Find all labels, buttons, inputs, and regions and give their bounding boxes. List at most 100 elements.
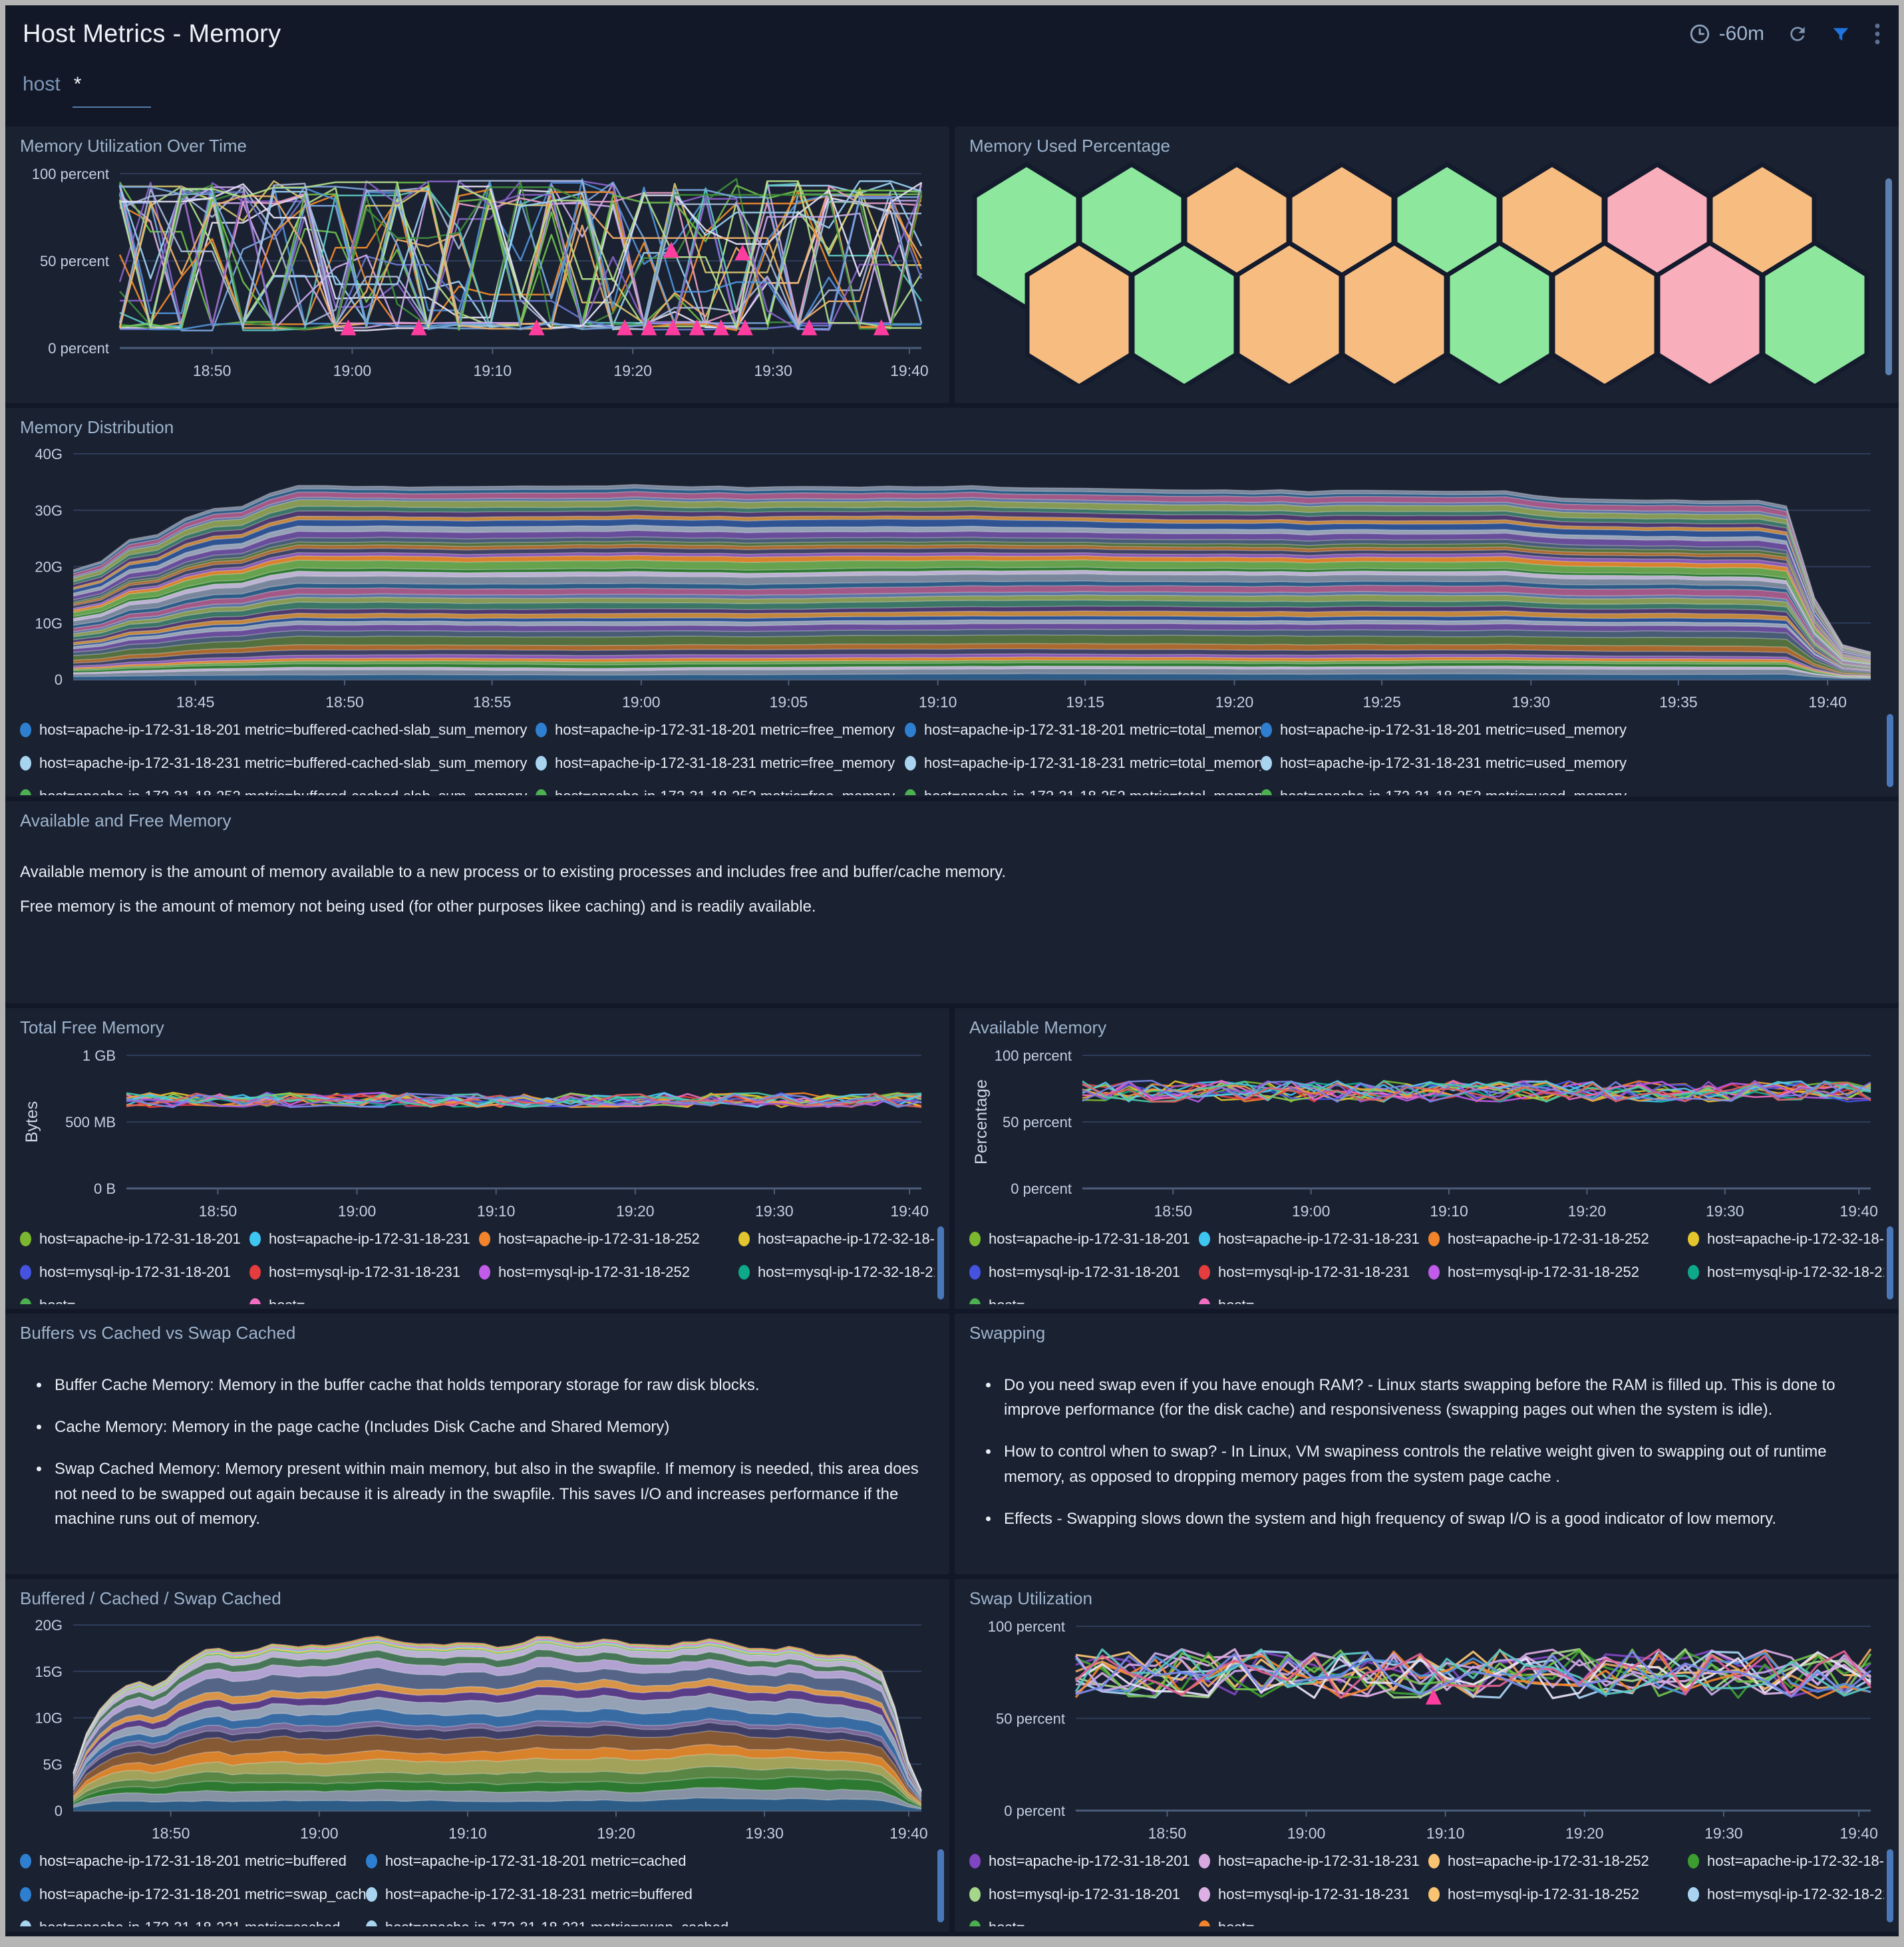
panel-scrollbar[interactable] [1885,178,1892,375]
legend-item[interactable]: host=apache-ip-172-31-18-231 metric=free… [536,755,905,772]
filter-value-input[interactable]: * [72,73,151,108]
buffered-cached-swap-chart[interactable]: 20G 15G 10G 5G 0 18:50 19:00 19:10 19:20 19:30 19:… [20,1614,935,1844]
hex-cell[interactable] [1025,240,1134,390]
hex-cell[interactable] [1550,240,1659,390]
filter-funnel-icon[interactable] [1831,23,1851,45]
legend-item[interactable]: host=apache-ip-172-31-18-252 metric=buff… [20,788,536,795]
legend-dot [536,723,547,737]
legend-dot [20,1298,31,1304]
legend-item[interactable]: host=apache-ip-172-32-18-214 [1688,1853,1884,1870]
legend-item[interactable]: host=… [1199,1919,1428,1926]
hex-cell[interactable] [1445,240,1554,390]
legend-dot [249,1298,261,1304]
legend-item[interactable]: host=apache-ip-172-31-18-231 metric=buff… [366,1886,935,1903]
legend-item[interactable]: host=apache-ip-172-31-18-201 [969,1230,1199,1248]
svg-text:19:35: 19:35 [1659,693,1698,711]
legend-item[interactable]: host=… [249,1297,479,1304]
legend-item[interactable]: host=apache-ip-172-31-18-201 metric=buff… [20,721,536,739]
bullet-list: Buffer Cache Memory: Memory in the buffe… [20,1373,935,1531]
legend-item[interactable]: host=mysql-ip-172-31-18-252 [479,1264,738,1281]
svg-text:19:20: 19:20 [1568,1202,1607,1220]
legend-item[interactable]: host=apache-ip-172-31-18-252 metric=tota… [905,788,1261,795]
legend-item[interactable]: host=apache-ip-172-31-18-201 metric=tota… [905,721,1261,739]
legend-scrollbar[interactable] [937,1849,944,1922]
legend-item[interactable]: host=mysql-ip-172-31-18-201 [969,1886,1199,1903]
legend-label: host=mysql-ip-172-31-18-231 [1218,1886,1410,1902]
legend-dot [969,1232,981,1246]
kebab-menu-icon[interactable] [1873,22,1881,46]
legend-item[interactable]: host=apache-ip-172-31-18-231 [1199,1230,1428,1248]
legend-item[interactable]: host=apache-ip-172-31-18-252 metric=free… [536,788,905,795]
total-free-memory-chart[interactable]: 1 GB 500 MB 0 B 18:50 19:00 19:10 19:20 19:30 19… [20,1043,935,1222]
legend-item[interactable]: host=apache-ip-172-31-18-201 metric=free… [536,721,905,739]
swap-utilization-chart[interactable]: 100 percent 50 percent 0 percent 18:50 19:00… [969,1614,1884,1844]
legend-item[interactable]: host=apache-ip-172-31-18-231 metric=swap… [366,1919,935,1926]
legend-item[interactable]: host=… [20,1297,249,1304]
svg-text:19:00: 19:00 [1292,1202,1331,1220]
legend-item[interactable]: host=… [969,1297,1199,1304]
legend-scrollbar[interactable] [937,1226,944,1300]
legend-item[interactable]: host=mysql-ip-172-31-18-201 [20,1264,249,1281]
legend-item[interactable]: host=mysql-ip-172-31-18-231 [1199,1264,1428,1281]
legend-item[interactable]: host=apache-ip-172-31-18-201 metric=used… [1261,721,1884,739]
legend-label: host=mysql-ip-172-31-18-201 [989,1886,1180,1902]
legend-item[interactable]: host=apache-ip-172-31-18-231 metric=cach… [20,1919,366,1926]
legend-item[interactable]: host=mysql-ip-172-32-18-214 [738,1264,935,1281]
legend-item[interactable]: host=apache-ip-172-31-18-201 [969,1853,1199,1870]
legend-item[interactable]: host=mysql-ip-172-31-18-252 [1428,1264,1688,1281]
legend-item[interactable]: host=apache-ip-172-31-18-252 [1428,1230,1688,1248]
svg-text:19:30: 19:30 [1706,1202,1744,1220]
refresh-icon[interactable] [1787,23,1808,45]
panel-title: Buffered / Cached / Swap Cached [20,1588,281,1608]
memory-used-honeycomb[interactable] [969,161,1884,390]
legend-label: host=apache-ip-172-31-18-252 metric=free… [555,788,895,795]
legend-item[interactable]: host=apache-ip-172-31-18-231 [1199,1853,1428,1870]
available-memory-chart[interactable]: 100 percent 50 percent 0 percent 18:50 19:00… [969,1043,1884,1222]
memory-utilization-chart[interactable]: 100 percent 50 percent 0 percent 18:50 19:00… [20,162,935,381]
hex-cell[interactable] [1130,240,1239,390]
legend-item[interactable]: host=mysql-ip-172-32-18-214 [1688,1264,1884,1281]
legend-item[interactable]: host=mysql-ip-172-32-18-214 [1688,1886,1884,1903]
legend-item[interactable]: host=apache-ip-172-31-18-231 [249,1230,479,1248]
legend-item[interactable]: host=… [969,1919,1199,1926]
legend-item[interactable]: host=apache-ip-172-31-18-252 metric=used… [1261,788,1884,795]
legend-item[interactable]: host=apache-ip-172-31-18-201 metric=buff… [20,1853,366,1870]
legend-scrollbar[interactable] [1887,714,1893,787]
legend-item[interactable]: host=apache-ip-172-31-18-231 metric=buff… [20,755,536,772]
legend-item[interactable]: host=apache-ip-172-31-18-201 [20,1230,249,1248]
hex-cell[interactable] [1655,240,1764,390]
panel-title: Available Memory [969,1017,1107,1037]
chart-canvas: 1 GB 500 MB 0 B 18:50 19:00 19:10 19:20 19:30 19… [23,1047,929,1220]
legend-dot [969,1887,981,1902]
legend-item[interactable]: host=mysql-ip-172-31-18-201 [969,1264,1199,1281]
legend-item[interactable]: host=mysql-ip-172-31-18-231 [249,1264,479,1281]
legend-label: host=apache-ip-172-31-18-252 metric=buff… [39,788,527,795]
bullet: Cache Memory: Memory in the page cache (… [51,1415,935,1439]
legend-item[interactable]: host=apache-ip-172-31-18-231 metric=used… [1261,755,1884,772]
legend-item[interactable]: host=mysql-ip-172-31-18-252 [1428,1886,1688,1903]
legend-item[interactable]: host=apache-ip-172-31-18-252 [479,1230,738,1248]
time-range-control[interactable]: -60m [1688,23,1764,45]
legend-scrollbar[interactable] [1887,1226,1893,1300]
legend-item[interactable]: host=apache-ip-172-31-18-252 [1428,1853,1688,1870]
hex-cell[interactable] [1760,240,1869,390]
legend-item[interactable]: host=mysql-ip-172-31-18-231 [1199,1886,1428,1903]
legend-dot [366,1887,377,1902]
hex-cell[interactable] [1235,240,1344,390]
legend-item[interactable]: host=apache-ip-172-31-18-201 metric=swap… [20,1886,366,1903]
hex-cell[interactable] [1340,240,1449,390]
legend-item[interactable]: host=… [1199,1297,1428,1304]
panel-text: Available memory is the amount of memory… [20,860,1884,919]
svg-text:18:50: 18:50 [1154,1202,1193,1220]
memory-distribution-chart[interactable]: 40G 30G 20G 10G 0 18:45 18:50 18:55 19:00 19:05 19… [20,443,1884,713]
legend-item[interactable]: host=apache-ip-172-32-18-214 [1688,1230,1884,1248]
panel-title: Memory Distribution [20,417,174,437]
legend-item[interactable]: host=apache-ip-172-32-18-214 [738,1230,935,1248]
paragraph: Available memory is the amount of memory… [20,863,1007,881]
svg-text:19:20: 19:20 [613,362,652,379]
legend-item[interactable]: host=apache-ip-172-31-18-201 metric=cach… [366,1853,935,1870]
legend-item[interactable]: host=apache-ip-172-31-18-231 metric=tota… [905,755,1261,772]
legend-label: host=apache-ip-172-31-18-252 [1448,1853,1649,1869]
svg-text:0: 0 [55,671,63,688]
legend-scrollbar[interactable] [1887,1849,1893,1922]
